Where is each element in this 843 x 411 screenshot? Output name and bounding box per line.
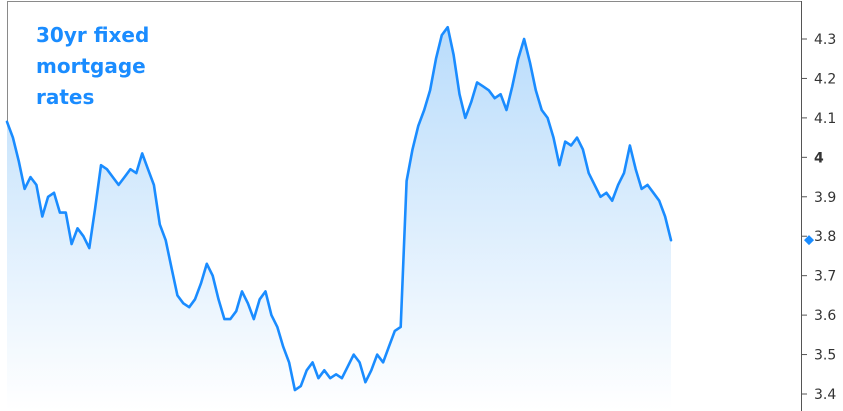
y-tick-label: 4.3 [814,32,836,48]
y-tick-label: 3.8 [814,229,836,245]
last-value-marker [804,235,814,246]
chart-title: 30yr fixed mortgage rates [36,20,149,113]
y-tick-label: 3.7 [814,269,836,285]
y-tick-label: 3.6 [814,308,836,324]
y-tick-label: 4 [814,150,824,166]
series-line [5,25,673,392]
y-tick-label: 3.4 [814,387,836,403]
y-tick-label: 3.9 [814,190,836,206]
series-area-fill [7,27,671,411]
chart-title-line-3: rates [36,85,95,109]
chart-title-line-2: mortgage [36,54,146,78]
y-tick-label: 4.1 [814,111,836,127]
y-tick-label: 3.5 [814,348,836,364]
chart-title-line-1: 30yr fixed [36,23,150,47]
y-tick-label: 4.2 [814,71,836,87]
